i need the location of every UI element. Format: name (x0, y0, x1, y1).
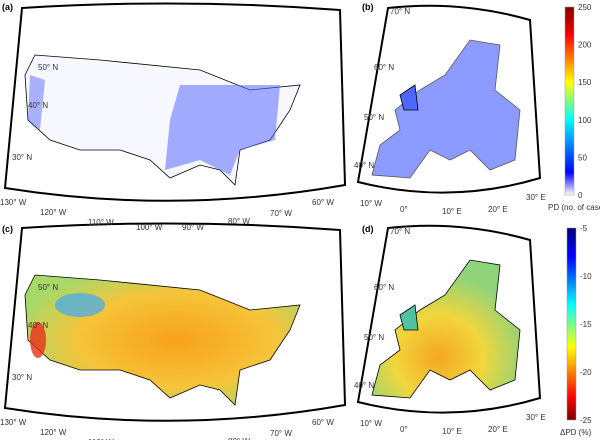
colorbar-tick: 100 (578, 116, 592, 125)
lon-label: 20° E (488, 205, 508, 214)
lon-label: 120° W (40, 208, 67, 217)
lon-label: 20° E (488, 425, 508, 434)
colorbar-tick: -10 (580, 272, 592, 281)
blue-region (55, 293, 105, 317)
panel-label: (d) (362, 224, 374, 234)
cases-west (28, 75, 45, 130)
panel-b-europe-pd (356, 4, 542, 194)
colorbar-tick: 150 (578, 78, 592, 87)
colorbar-tick: -15 (580, 320, 592, 329)
lat-label: 50° N (364, 113, 384, 122)
lon-label: 60° W (312, 418, 334, 427)
lon-label: 80° W (228, 217, 250, 226)
lon-label: 110° W (88, 438, 114, 440)
panel-d-europe-dpd (356, 224, 542, 414)
panel-label: (c) (2, 224, 13, 234)
lon-label: 10° W (360, 199, 382, 208)
lon-label: 80° W (228, 437, 250, 440)
colorbar-dpd (566, 227, 577, 421)
colorbar-title: ΔPD (%) (560, 428, 591, 437)
colorbar-title: PD (no. of cases) (548, 203, 600, 212)
uk-land (399, 304, 419, 331)
lat-label: 70° N (390, 227, 410, 236)
panel-a-usa-pd (3, 2, 347, 202)
lon-label: 120° W (40, 428, 67, 437)
colorbar-tick: -20 (580, 368, 592, 377)
colorbar-tick: 250 (578, 3, 592, 12)
uk-land (399, 84, 419, 111)
lon-label: 100° W (136, 223, 163, 232)
panel-label: (b) (362, 2, 374, 12)
colorbar-tick: 50 (578, 153, 587, 162)
lon-label: 70° W (270, 209, 292, 218)
lat-label: 60° N (374, 283, 394, 292)
panel-label: (a) (2, 2, 13, 12)
lon-label: 130° W (0, 418, 27, 427)
lon-label: 90° W (182, 223, 204, 232)
lat-label: 70° N (390, 7, 410, 16)
lat-label: 40° N (28, 101, 48, 110)
lat-label: 50° N (38, 63, 58, 72)
lat-label: 40° N (354, 161, 374, 170)
red-region (30, 322, 46, 358)
colorbar-tick: 200 (578, 41, 592, 50)
lon-label: 0° (400, 205, 408, 214)
panel-c-usa-dpd (3, 222, 347, 422)
lon-label: 30° E (526, 193, 546, 202)
colorbar-tick: -5 (580, 224, 588, 233)
lon-label: 60° W (312, 198, 334, 207)
europe-land (371, 259, 521, 399)
lon-label: 10° W (360, 419, 382, 428)
cases-east (165, 85, 280, 175)
lat-label: 50° N (38, 283, 58, 292)
lat-label: 50° N (364, 333, 384, 342)
colorbar-tick: 0 (578, 191, 583, 200)
lon-label: 10° E (442, 207, 462, 216)
lon-label: 10° E (442, 427, 462, 436)
lat-label: 30° N (12, 153, 32, 162)
lon-label: 0° (400, 425, 408, 434)
lat-label: 40° N (28, 321, 48, 330)
lon-label: 70° W (270, 429, 292, 438)
lon-label: 110° W (88, 218, 114, 227)
colorbar-tick: -25 (580, 416, 592, 425)
lon-label: 30° E (526, 413, 546, 422)
lon-label: 130° W (0, 198, 27, 207)
lat-label: 40° N (354, 381, 374, 390)
lat-label: 30° N (12, 373, 32, 382)
europe-land (371, 39, 521, 179)
lat-label: 60° N (374, 63, 394, 72)
colorbar-pd (564, 6, 575, 196)
